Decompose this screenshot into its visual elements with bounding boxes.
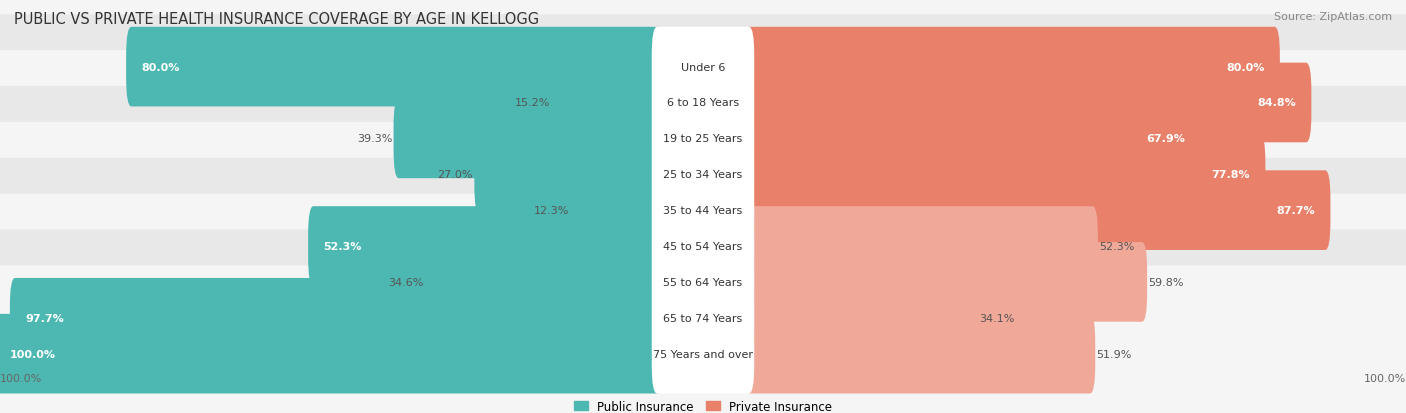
FancyBboxPatch shape <box>0 123 1406 299</box>
FancyBboxPatch shape <box>0 266 1406 413</box>
Text: 15.2%: 15.2% <box>515 98 551 108</box>
Text: Under 6: Under 6 <box>681 62 725 72</box>
Text: 80.0%: 80.0% <box>141 62 180 72</box>
FancyBboxPatch shape <box>571 171 662 250</box>
Text: 51.9%: 51.9% <box>1097 349 1132 359</box>
FancyBboxPatch shape <box>652 242 754 322</box>
Text: 34.6%: 34.6% <box>388 277 423 287</box>
Text: 12.3%: 12.3% <box>534 206 569 216</box>
FancyBboxPatch shape <box>744 242 1147 322</box>
FancyBboxPatch shape <box>0 15 1406 191</box>
Text: 100.0%: 100.0% <box>10 349 56 359</box>
Text: 77.8%: 77.8% <box>1212 170 1250 180</box>
FancyBboxPatch shape <box>744 171 1330 250</box>
FancyBboxPatch shape <box>652 206 754 286</box>
Text: 80.0%: 80.0% <box>1226 62 1265 72</box>
Text: 35 to 44 Years: 35 to 44 Years <box>664 206 742 216</box>
Text: 67.9%: 67.9% <box>1146 134 1185 144</box>
Text: 34.1%: 34.1% <box>980 313 1015 323</box>
Text: 52.3%: 52.3% <box>1099 242 1135 252</box>
FancyBboxPatch shape <box>0 194 1406 370</box>
FancyBboxPatch shape <box>0 314 662 394</box>
FancyBboxPatch shape <box>744 64 1312 143</box>
Text: 84.8%: 84.8% <box>1257 98 1296 108</box>
FancyBboxPatch shape <box>652 135 754 215</box>
FancyBboxPatch shape <box>0 230 1406 406</box>
FancyBboxPatch shape <box>425 242 662 322</box>
Text: 6 to 18 Years: 6 to 18 Years <box>666 98 740 108</box>
Text: 59.8%: 59.8% <box>1149 277 1184 287</box>
FancyBboxPatch shape <box>127 28 662 107</box>
FancyBboxPatch shape <box>744 99 1201 179</box>
Text: 100.0%: 100.0% <box>0 373 42 383</box>
FancyBboxPatch shape <box>0 0 1406 156</box>
FancyBboxPatch shape <box>652 314 754 394</box>
Text: 27.0%: 27.0% <box>437 170 472 180</box>
FancyBboxPatch shape <box>744 135 1265 215</box>
Text: 65 to 74 Years: 65 to 74 Years <box>664 313 742 323</box>
FancyBboxPatch shape <box>0 87 1406 263</box>
FancyBboxPatch shape <box>0 51 1406 227</box>
FancyBboxPatch shape <box>652 64 754 143</box>
Text: Source: ZipAtlas.com: Source: ZipAtlas.com <box>1274 12 1392 22</box>
Text: 75 Years and over: 75 Years and over <box>652 349 754 359</box>
FancyBboxPatch shape <box>744 28 1279 107</box>
FancyBboxPatch shape <box>652 99 754 179</box>
FancyBboxPatch shape <box>394 99 662 179</box>
Text: 52.3%: 52.3% <box>323 242 361 252</box>
Text: 45 to 54 Years: 45 to 54 Years <box>664 242 742 252</box>
Legend: Public Insurance, Private Insurance: Public Insurance, Private Insurance <box>569 395 837 413</box>
FancyBboxPatch shape <box>0 158 1406 335</box>
Text: 100.0%: 100.0% <box>1364 373 1406 383</box>
Text: 97.7%: 97.7% <box>25 313 63 323</box>
FancyBboxPatch shape <box>652 28 754 107</box>
Text: 55 to 64 Years: 55 to 64 Years <box>664 277 742 287</box>
Text: PUBLIC VS PRIVATE HEALTH INSURANCE COVERAGE BY AGE IN KELLOGG: PUBLIC VS PRIVATE HEALTH INSURANCE COVER… <box>14 12 538 27</box>
FancyBboxPatch shape <box>10 278 662 358</box>
FancyBboxPatch shape <box>553 64 662 143</box>
FancyBboxPatch shape <box>474 135 662 215</box>
FancyBboxPatch shape <box>652 278 754 358</box>
Text: 25 to 34 Years: 25 to 34 Years <box>664 170 742 180</box>
Text: 87.7%: 87.7% <box>1277 206 1316 216</box>
FancyBboxPatch shape <box>744 278 979 358</box>
FancyBboxPatch shape <box>744 314 1095 394</box>
FancyBboxPatch shape <box>744 206 1098 286</box>
Text: 39.3%: 39.3% <box>357 134 392 144</box>
Text: 19 to 25 Years: 19 to 25 Years <box>664 134 742 144</box>
FancyBboxPatch shape <box>308 206 662 286</box>
FancyBboxPatch shape <box>652 171 754 250</box>
